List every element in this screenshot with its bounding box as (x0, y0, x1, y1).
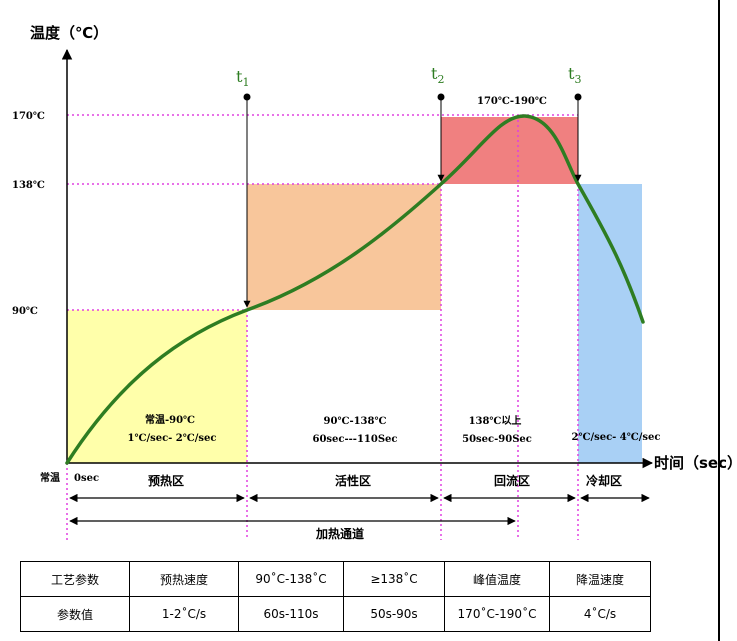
zone-span-arrows (69, 493, 650, 526)
cooling-zone-name: 冷却区 (586, 473, 622, 488)
process-parameter-table: 工艺参数 预热速度 90˚C-138˚C ≥138˚C 峰值温度 降温速度 参数… (20, 561, 651, 632)
t2-dot (437, 93, 445, 101)
cooling-desc: 2℃/sec- 4℃/sec (572, 432, 661, 443)
y-tick-90: 90℃ (12, 306, 38, 317)
active-zone-name: 活性区 (335, 473, 371, 488)
preheat-zone-name: 预热区 (148, 473, 184, 488)
reflow-profile-diagram: 温度（℃） 时间（sec） 170℃ 138℃ 90℃ 常温 0sec t1 t… (12, 24, 737, 541)
table-header-row: 工艺参数 预热速度 90˚C-138˚C ≥138˚C 峰值温度 降温速度 (20, 561, 651, 597)
table-cell: 170˚C-190˚C (444, 596, 550, 632)
table-cell: 1-2˚C/s (129, 596, 239, 632)
t3-dot (574, 93, 582, 101)
t3-label: t3 (568, 64, 581, 86)
table-cell: ≥138˚C (343, 561, 445, 597)
y-axis-title: 温度（℃） (30, 24, 108, 42)
active-desc-line2: 60sec---110Sec (313, 434, 398, 445)
table-cell: 预热速度 (129, 561, 239, 597)
table-cell: 参数值 (20, 596, 130, 632)
t1-dot (243, 93, 251, 101)
marker-t2: t2 (431, 64, 445, 182)
preheat-desc-line1: 常温-90℃ (145, 413, 195, 426)
active-desc-line1: 90℃-138℃ (324, 416, 387, 427)
temperature-curve (65, 114, 645, 465)
table-cell: 4˚C/s (549, 596, 651, 632)
active-zone-fill (247, 184, 441, 310)
marker-t1: t1 (236, 67, 251, 308)
preheat-zone-fill (67, 310, 247, 463)
origin-time-label: 0sec (74, 473, 99, 484)
x-axis-title: 时间（sec） (654, 454, 737, 472)
table-cell: 60s-110s (238, 596, 344, 632)
table-cell: 90˚C-138˚C (238, 561, 344, 597)
guide-lines (66, 114, 579, 540)
preheat-desc-line2: 1℃/sec- 2℃/sec (128, 433, 217, 444)
table-cell: 50s-90s (343, 596, 445, 632)
reflow-desc-line2: 50sec-90Sec (462, 434, 532, 445)
reflow-zone-name: 回流区 (494, 473, 530, 488)
reflow-desc-line1: 138℃以上 (469, 414, 522, 427)
heating-channel-label: 加热通道 (315, 526, 364, 541)
cooling-zone-fill (578, 184, 642, 463)
marker-t3: t3 (568, 64, 582, 182)
table-cell: 降温速度 (549, 561, 651, 597)
reflow-peak-range: 170℃-190℃ (477, 96, 547, 107)
t2-label: t2 (431, 64, 444, 86)
table-cell: 峰值温度 (444, 561, 550, 597)
frame-border (718, 0, 720, 641)
y-tick-170: 170℃ (12, 111, 45, 122)
reflow-zone-fill (441, 117, 578, 184)
table-cell: 工艺参数 (20, 561, 130, 597)
y-tick-138: 138℃ (12, 180, 45, 191)
origin-temp-label: 常温 (40, 471, 60, 484)
table-values-row: 参数值 1-2˚C/s 60s-110s 50s-90s 170˚C-190˚C… (20, 596, 651, 632)
t1-label: t1 (236, 67, 249, 89)
